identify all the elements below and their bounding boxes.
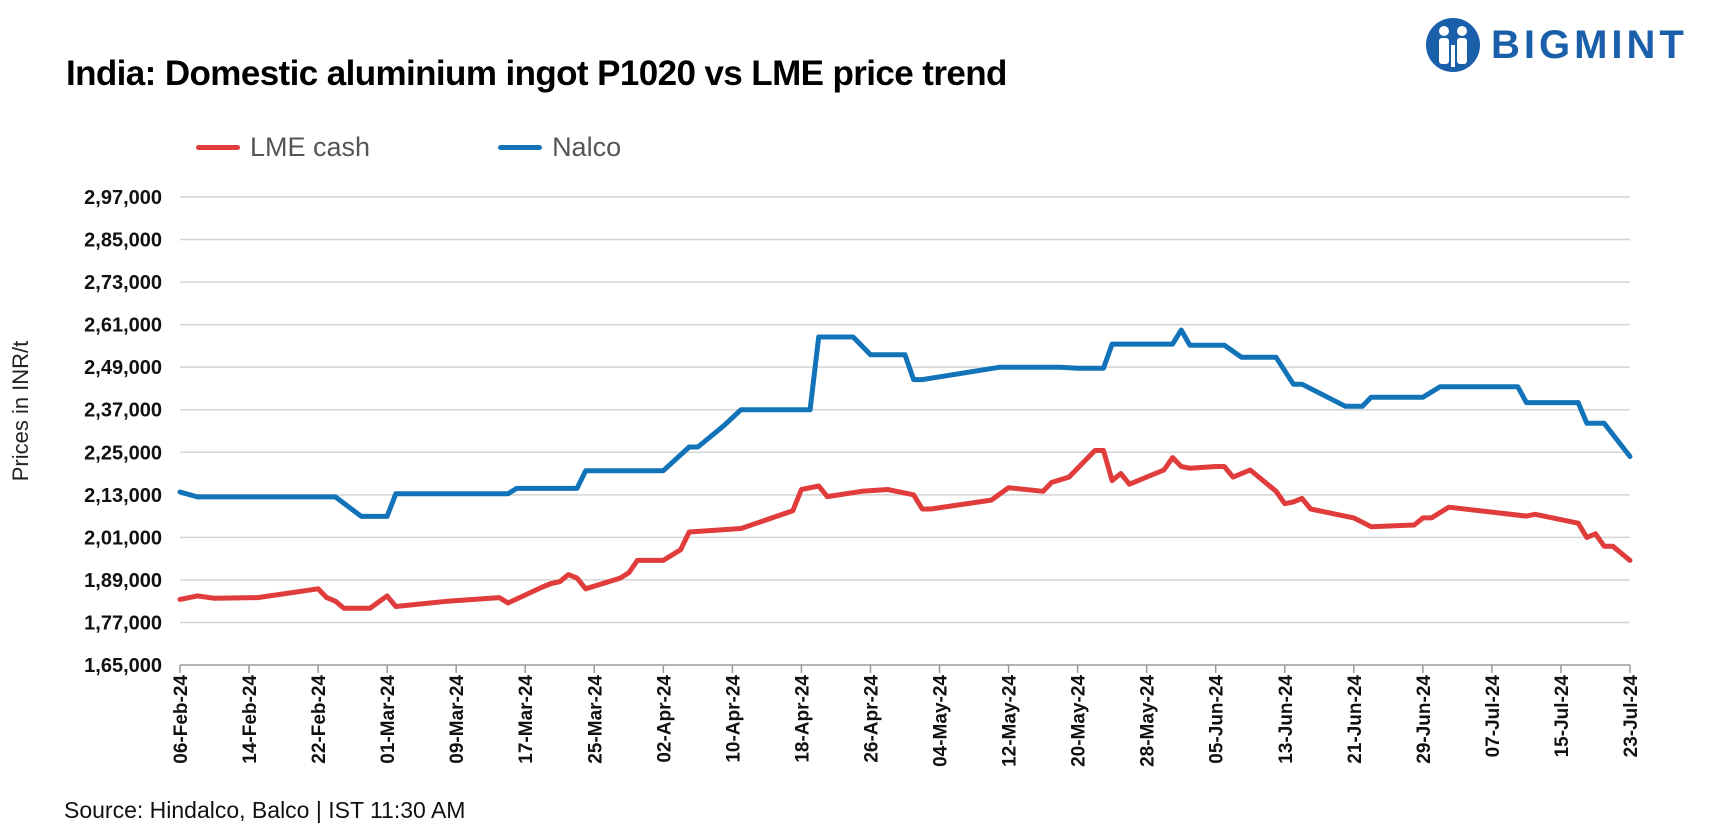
bigmint-logo: BIGMINT bbox=[1425, 10, 1688, 80]
legend-label-nalco: Nalco bbox=[552, 132, 622, 162]
chart-title: India: Domestic aluminium ingot P1020 vs… bbox=[66, 54, 1007, 93]
y-tick-label: 2,85,000 bbox=[84, 230, 162, 252]
x-tick-label: 06-Feb-24 bbox=[171, 675, 192, 764]
legend-item-lme-cash: LME cash bbox=[196, 132, 370, 163]
legend-swatch-lme-cash bbox=[196, 145, 240, 150]
y-tick-label: 2,01,000 bbox=[84, 527, 162, 549]
y-tick-label: 1,77,000 bbox=[84, 612, 162, 634]
x-tick-label: 18-Apr-24 bbox=[792, 675, 813, 763]
x-tick-label: 02-Apr-24 bbox=[654, 675, 675, 763]
y-tick-label: 2,61,000 bbox=[84, 315, 162, 337]
source-note: Source: Hindalco, Balco | IST 11:30 AM bbox=[64, 797, 466, 823]
x-tick-label: 15-Jul-24 bbox=[1552, 675, 1573, 758]
x-tick-label: 29-Jun-24 bbox=[1414, 675, 1435, 764]
x-tick-label: 04-May-24 bbox=[931, 675, 952, 767]
series-line-nalco bbox=[177, 327, 1633, 519]
y-tick-label: 2,13,000 bbox=[84, 485, 162, 507]
x-tick-label: 22-Feb-24 bbox=[309, 675, 330, 764]
x-tick-label: 05-Jun-24 bbox=[1207, 675, 1228, 764]
y-tick-label: 1,65,000 bbox=[84, 655, 162, 677]
y-axis-label: Prices in INR/t bbox=[8, 341, 33, 482]
chart-legend: LME cash Nalco bbox=[196, 132, 749, 163]
x-tick-label: 28-May-24 bbox=[1138, 675, 1159, 767]
x-tick-label: 20-May-24 bbox=[1069, 675, 1090, 767]
series-line-lme-cash bbox=[177, 448, 1633, 611]
x-tick-label: 10-Apr-24 bbox=[723, 675, 744, 763]
logo-wordmark: BIGMINT bbox=[1491, 22, 1688, 67]
legend-item-nalco: Nalco bbox=[498, 132, 621, 163]
y-tick-label: 2,49,000 bbox=[84, 357, 162, 379]
x-tick-label: 17-Mar-24 bbox=[516, 675, 537, 764]
x-tick-label: 07-Jul-24 bbox=[1483, 675, 1504, 758]
x-tick-label: 23-Jul-24 bbox=[1621, 675, 1642, 758]
x-tick-label: 25-Mar-24 bbox=[585, 675, 606, 764]
x-tick-label: 21-Jun-24 bbox=[1345, 675, 1366, 764]
legend-swatch-nalco bbox=[498, 145, 543, 150]
x-tick-label: 14-Feb-24 bbox=[240, 675, 261, 764]
x-tick-label: 13-Jun-24 bbox=[1276, 675, 1297, 764]
y-tick-label: 2,25,000 bbox=[84, 442, 162, 464]
y-tick-label: 2,37,000 bbox=[84, 400, 162, 422]
y-tick-label: 1,89,000 bbox=[84, 570, 162, 592]
x-tick-label: 01-Mar-24 bbox=[378, 675, 399, 764]
y-tick-label: 2,73,000 bbox=[84, 272, 162, 294]
y-tick-label: 2,97,000 bbox=[84, 187, 162, 209]
bigmint-people-icon bbox=[1426, 18, 1480, 72]
x-tick-label: 09-Mar-24 bbox=[447, 675, 468, 764]
x-tick-label: 26-Apr-24 bbox=[861, 675, 882, 763]
legend-label-lme-cash: LME cash bbox=[250, 132, 371, 162]
x-tick-label: 12-May-24 bbox=[1000, 675, 1021, 767]
